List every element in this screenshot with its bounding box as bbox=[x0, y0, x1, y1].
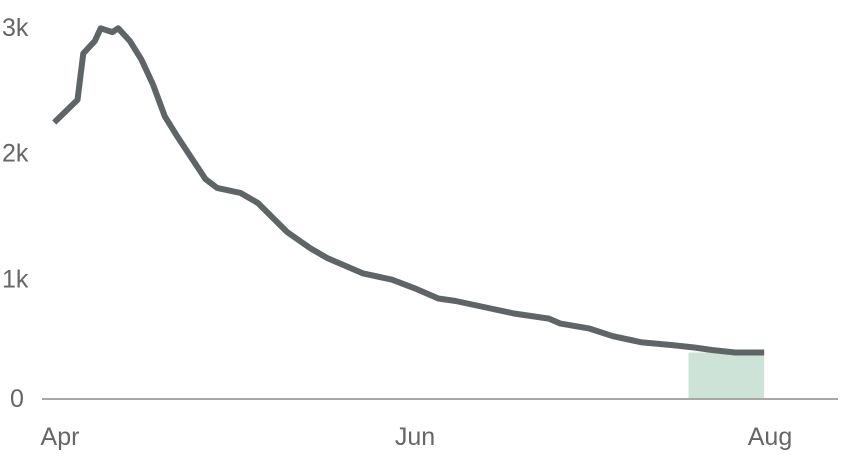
series-line bbox=[52, 25, 765, 356]
series-point bbox=[81, 51, 85, 55]
series-point bbox=[285, 230, 289, 234]
series-points bbox=[52, 26, 766, 354]
series-point bbox=[710, 348, 714, 352]
series-point bbox=[215, 186, 219, 190]
series-point bbox=[588, 327, 592, 331]
series-point bbox=[52, 121, 56, 125]
series-point bbox=[151, 83, 155, 87]
x-axis-ticks: Apr Jun Aug bbox=[41, 423, 793, 451]
series-point bbox=[512, 312, 516, 316]
series-point bbox=[163, 114, 167, 118]
series-point bbox=[390, 278, 394, 282]
y-tick-label: 0 bbox=[10, 385, 24, 413]
series-point bbox=[326, 256, 330, 260]
series-point bbox=[669, 343, 673, 347]
series-point bbox=[93, 39, 97, 43]
x-tick-label: Aug bbox=[748, 423, 792, 451]
series-point bbox=[116, 26, 120, 30]
series-point bbox=[489, 307, 493, 311]
series-point bbox=[733, 351, 737, 355]
y-tick-label: 3k bbox=[2, 14, 29, 42]
series-point bbox=[99, 26, 103, 30]
y-tick-label: 1k bbox=[2, 265, 29, 293]
series-point bbox=[692, 345, 696, 349]
series-point bbox=[203, 177, 207, 181]
series-point bbox=[110, 30, 114, 34]
series-point bbox=[454, 299, 458, 303]
series-point bbox=[238, 191, 242, 195]
series-point bbox=[174, 133, 178, 137]
series-point bbox=[611, 334, 615, 338]
y-axis-ticks: 0 1k 2k 3k bbox=[2, 14, 29, 413]
series-point bbox=[308, 246, 312, 250]
series-point bbox=[139, 58, 143, 62]
series-point bbox=[640, 340, 644, 344]
x-tick-label: Apr bbox=[41, 423, 80, 451]
series-point bbox=[361, 271, 365, 275]
y-tick-label: 2k bbox=[2, 140, 29, 168]
series-point bbox=[413, 286, 417, 290]
series-point bbox=[762, 351, 766, 355]
series-point bbox=[256, 201, 260, 205]
x-tick-label: Jun bbox=[395, 423, 435, 451]
series-point bbox=[75, 98, 79, 102]
highlight-band bbox=[688, 352, 765, 399]
series-point bbox=[558, 322, 562, 326]
series-point bbox=[547, 317, 551, 321]
series-point bbox=[436, 296, 440, 300]
series-point bbox=[128, 39, 132, 43]
